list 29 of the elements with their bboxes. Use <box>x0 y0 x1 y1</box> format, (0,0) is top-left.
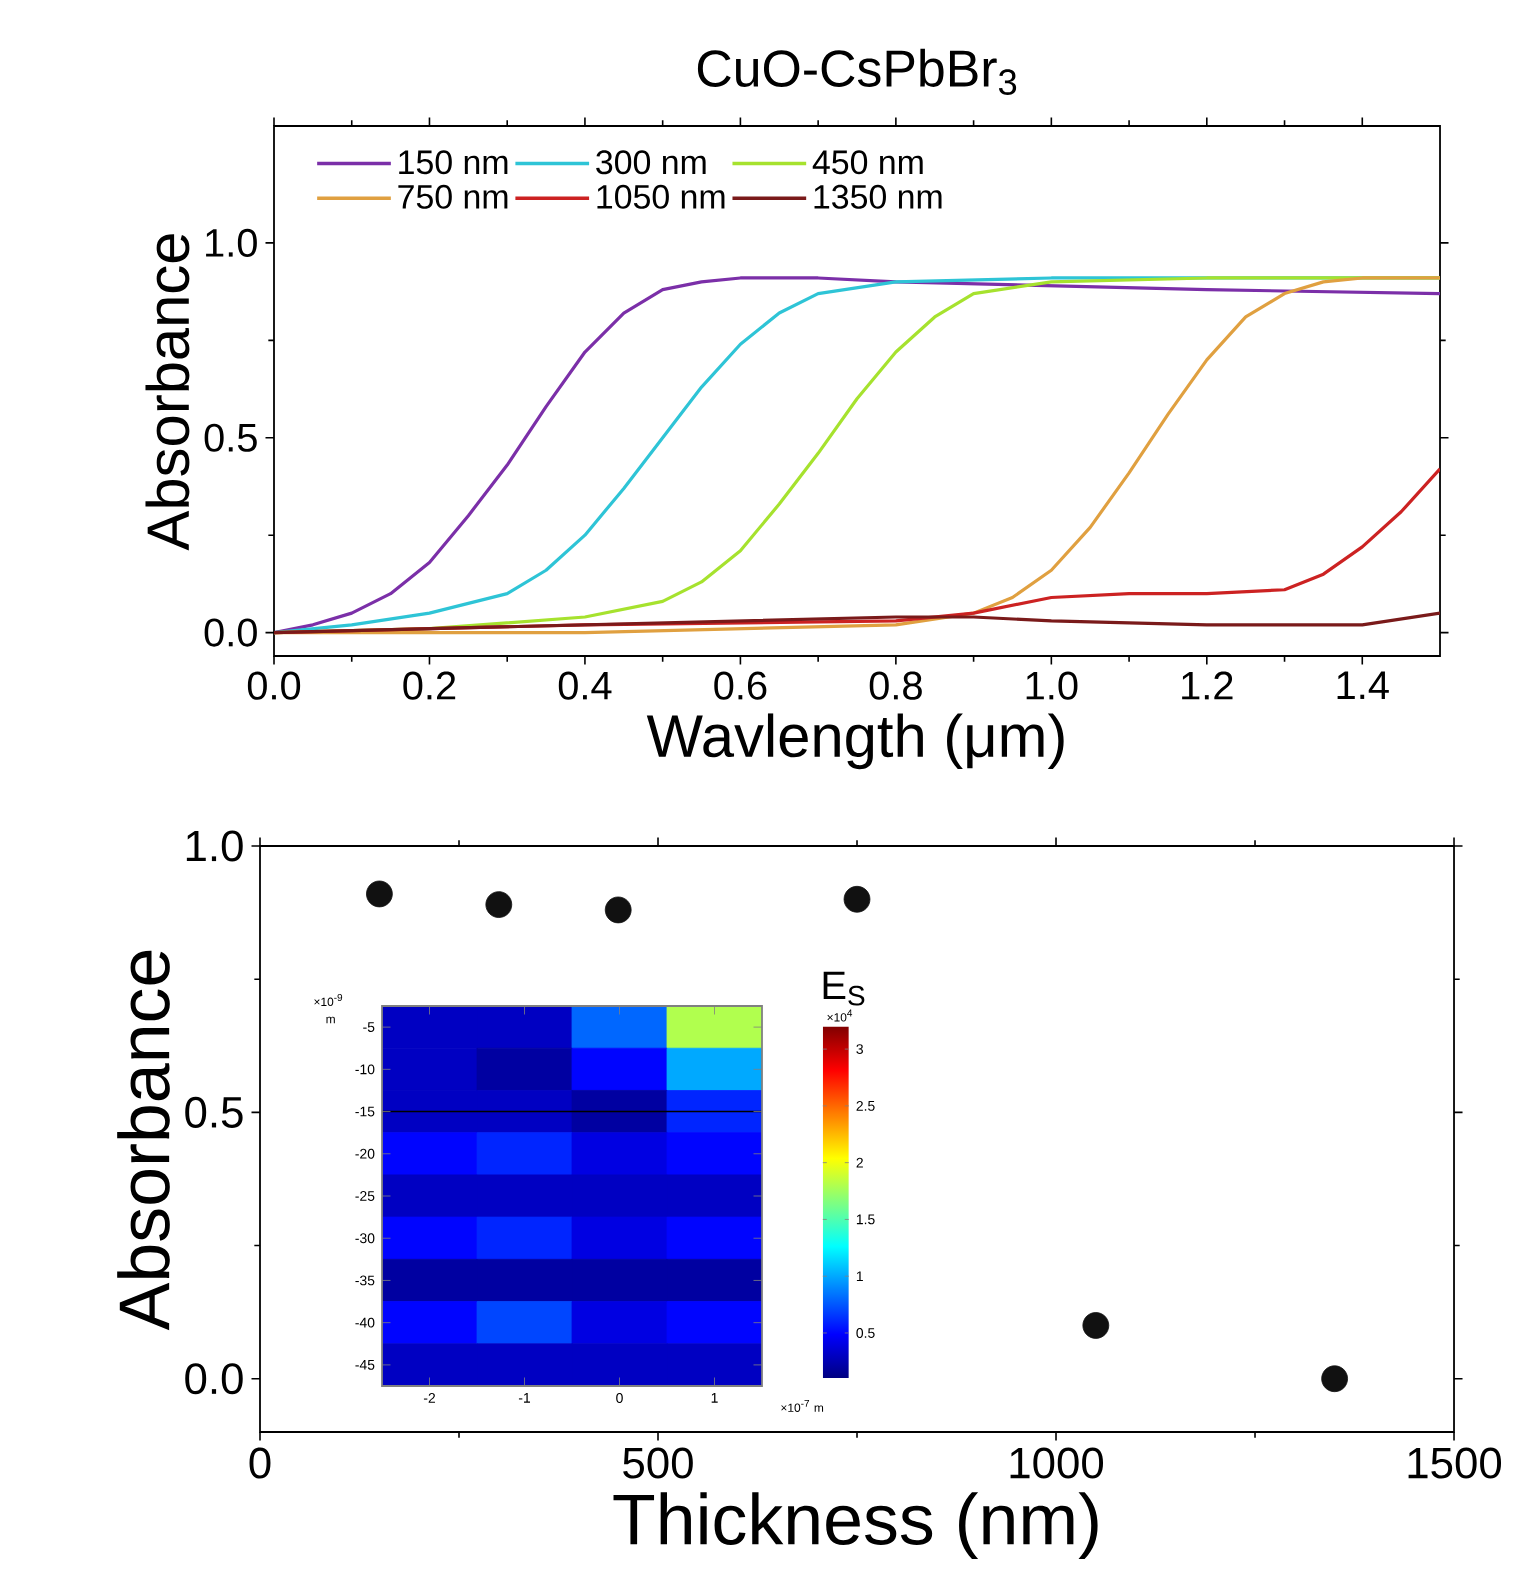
x-axis-title: Thickness (nm) <box>613 1492 1098 1560</box>
y-tick-label: 0.5 <box>185 1096 243 1128</box>
y-tick-label: 1.0 <box>186 830 243 862</box>
x-tick-label: 1500 <box>1408 1447 1502 1479</box>
y-axis-title: Absorbance <box>117 950 170 1331</box>
x-tick-label: 1000 <box>1010 1447 1104 1479</box>
x-tick-label: 0.4 <box>558 671 612 700</box>
x-tick-label: 500 <box>623 1447 693 1479</box>
legend-label: 150 nm <box>399 150 508 175</box>
y-tick-label: 0.5 <box>204 423 257 452</box>
chart-title: CuO-CsPbBr$_{3}$ <box>697 48 1017 95</box>
legend-label: 1350 nm <box>814 184 942 209</box>
x-tick-label: 0 <box>249 1447 271 1479</box>
x-tick-label: 1.0 <box>1026 671 1078 700</box>
legend-label: 300 nm <box>596 150 706 175</box>
x-tick-label: 0.2 <box>403 671 456 700</box>
y-axis-title: Absorbance <box>145 234 190 551</box>
x-tick-label: 1.2 <box>1182 671 1233 700</box>
y-tick-label: 0.0 <box>204 618 257 647</box>
color-bar-title: E$_{S}$ <box>823 971 865 1006</box>
x-tick-label: 0.0 <box>247 671 301 700</box>
y-tick-label: 1.0 <box>206 228 257 257</box>
legend-label: 1050 nm <box>597 184 725 209</box>
x-tick-label: 1.4 <box>1337 671 1389 699</box>
x-tick-label: 0.6 <box>714 671 767 700</box>
legend-label: 450 nm <box>812 150 923 175</box>
x-tick-label: 0.8 <box>869 671 922 700</box>
legend-label: 750 nm <box>398 184 508 209</box>
x-axis-title: Wavlength (μm) <box>646 713 1064 770</box>
